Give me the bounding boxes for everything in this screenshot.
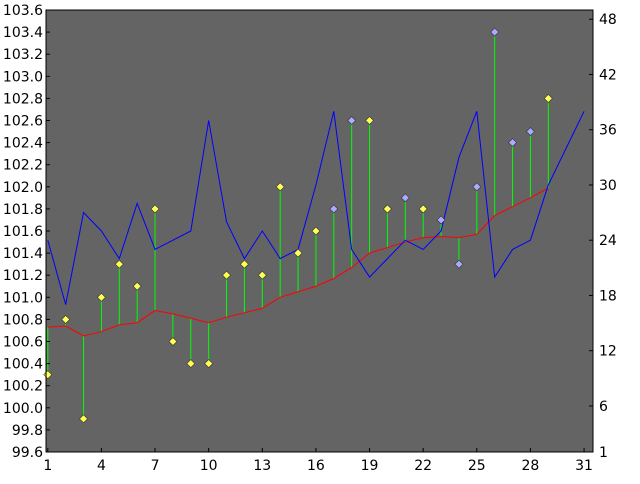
data-point-diamond (490, 27, 500, 37)
data-point-diamond (204, 359, 214, 369)
y-left-tick-label: 101.8 (3, 202, 43, 218)
y-left-tick-label: 101.0 (3, 290, 43, 306)
data-point-diamond (275, 182, 285, 192)
y-left-tick-label: 101.6 (3, 224, 43, 240)
data-point-diamond (418, 204, 428, 214)
y-right-tick-label: 36 (599, 123, 617, 139)
data-point-diamond (311, 226, 321, 236)
data-point-diamond (239, 259, 249, 269)
stem-lines (47, 32, 549, 419)
x-tick-label: 10 (200, 458, 218, 474)
y-right-tick-label: 48 (599, 12, 617, 28)
data-point-diamond (257, 270, 267, 280)
y-left-tick-label: 102.4 (3, 136, 43, 152)
y-left-tick-label: 102.0 (3, 180, 43, 196)
x-tick-label: 25 (468, 458, 486, 474)
data-point-diamond (168, 337, 178, 346)
data-point-diamond (508, 138, 517, 148)
data-point-diamond (365, 116, 374, 125)
data-point-diamond (454, 259, 464, 269)
x-tick-label: 28 (522, 458, 540, 474)
x-tick-label: 1 (43, 458, 52, 474)
y-left-tick-label: 101.4 (3, 246, 43, 262)
y-left-tick-label: 100.2 (3, 379, 43, 395)
y-right-tick-label: 18 (599, 288, 617, 304)
y-left-tick-label: 103.4 (3, 25, 43, 41)
data-point-diamond (526, 127, 535, 136)
data-point-diamond (543, 93, 553, 103)
data-point-diamond (96, 292, 106, 302)
data-point-diamond (150, 204, 160, 214)
x-tick-label: 31 (575, 458, 593, 474)
y-right-tick-label: 1 (599, 445, 608, 461)
y-right-tick-label: 24 (599, 233, 617, 249)
y-left-tick-label: 103.2 (3, 47, 43, 63)
y-left-tick-label: 100.6 (3, 335, 43, 351)
y-right-tick-label: 42 (599, 67, 617, 83)
x-tick-label: 22 (414, 458, 432, 474)
series-lines (47, 111, 585, 337)
y-right-tick-label: 12 (599, 344, 617, 360)
data-point-diamond (347, 116, 357, 125)
y-left-tick-label: 100.8 (3, 312, 43, 328)
y-left-tick-label: 102.6 (3, 114, 43, 130)
data-point-diamond (79, 414, 88, 424)
diamond-markers (43, 27, 553, 424)
data-point-diamond (61, 314, 71, 324)
data-point-diamond (132, 281, 142, 291)
volume-line (47, 111, 585, 305)
y-left-tick-label: 100.4 (3, 357, 43, 373)
x-tick-label: 7 (151, 458, 160, 474)
y-left-tick-label: 99.8 (12, 423, 43, 439)
data-point-diamond (114, 259, 124, 269)
y-left-tick-label: 103.0 (3, 69, 43, 85)
x-tick-label: 16 (307, 458, 325, 474)
data-point-diamond (293, 248, 303, 258)
data-point-diamond (222, 270, 231, 280)
moving-average-line (47, 187, 549, 337)
data-point-diamond (383, 204, 392, 214)
y-left-tick-label: 100.0 (3, 401, 43, 417)
y-left-tick-label: 102.2 (3, 158, 43, 174)
data-point-diamond (436, 215, 446, 225)
axes: 99.6 99.8 100.0 100.2 100.4 100.6 100.8 101.0 10… (3, 3, 617, 474)
x-tick-label: 19 (361, 458, 379, 474)
y-right-tick-label: 30 (599, 178, 617, 194)
y-left-tick-label: 102.8 (3, 91, 43, 107)
x-tick-label: 13 (253, 458, 271, 474)
y-right-tick-label: 6 (599, 399, 608, 415)
x-tick-label: 4 (97, 458, 106, 474)
data-point-diamond (329, 204, 339, 214)
data-point-diamond (472, 182, 482, 192)
data-point-diamond (400, 193, 410, 203)
plot-frame (45, 9, 594, 453)
y-left-tick-label: 103.6 (3, 3, 43, 19)
y-left-tick-label: 101.2 (3, 268, 43, 284)
data-point-diamond (186, 359, 196, 369)
y-left-tick-label: 99.6 (12, 445, 43, 461)
